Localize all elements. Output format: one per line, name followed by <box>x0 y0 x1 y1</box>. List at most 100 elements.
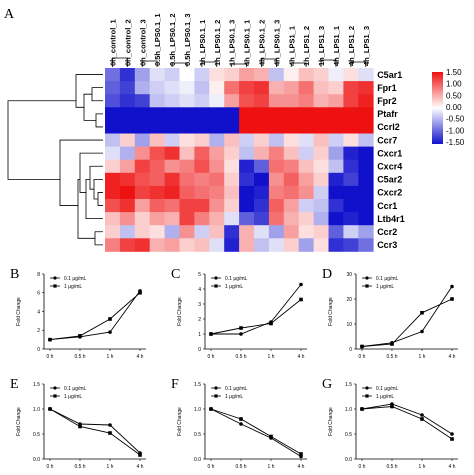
heatmap-cell <box>268 212 285 226</box>
y-tick-label: 3 <box>198 302 201 308</box>
data-point <box>450 284 454 289</box>
heatmap-cell <box>179 81 195 95</box>
heatmap-cell <box>283 212 300 226</box>
x-tick-label: 0 h <box>208 354 215 360</box>
dendrogram-branch <box>97 192 103 206</box>
heatmap-cell <box>239 212 255 226</box>
line-chart-f: F 0.0 0.5 1.0 1.5 0 h 0.5 h 1 h 4 h Fold Change 0.… <box>171 377 307 470</box>
heatmap-cell <box>119 68 136 82</box>
heatmap-cell <box>224 185 240 200</box>
heatmap-cell <box>105 120 121 134</box>
x-tick-label: 0 h <box>47 464 54 470</box>
colorbar-label: -0.50 <box>446 115 465 124</box>
heatmap-cell <box>209 94 225 108</box>
heatmap-cell <box>239 133 255 147</box>
legend-label: 0.1 μg/mL <box>225 386 248 392</box>
column-label: 4h_LPS1_1 <box>332 26 341 66</box>
heatmap-cell <box>119 199 136 213</box>
heatmap-cell <box>343 68 359 82</box>
column-label: 0.5h_LPS0.1_2 <box>168 13 177 66</box>
heatmap-cell <box>194 68 210 82</box>
heatmap-cell <box>164 159 180 174</box>
heatmap-cell <box>134 238 151 252</box>
data-point <box>360 344 364 349</box>
y-tick-label: 0.0 <box>194 457 201 463</box>
heatmap-cell <box>283 199 300 213</box>
heatmap-cell <box>254 238 270 252</box>
x-tick-label: 4 h <box>137 464 144 470</box>
heatmap-cell <box>224 94 240 108</box>
series-line <box>210 299 302 335</box>
y-tick-label: 6 <box>37 291 40 297</box>
data-point <box>420 417 424 421</box>
heatmap-cell <box>358 94 374 108</box>
heatmap-cell <box>328 212 344 226</box>
heatmap-cell <box>328 107 344 121</box>
heatmap-cell <box>313 185 329 200</box>
heatmap-cell <box>209 146 225 161</box>
heatmap-cell <box>328 238 344 252</box>
heatmap-cell <box>358 212 374 226</box>
heatmap-cell <box>239 199 255 213</box>
series-line <box>49 408 141 456</box>
data-point <box>78 424 82 429</box>
heatmap-cell <box>119 185 136 200</box>
column-dendrogram <box>112 57 367 67</box>
heatmap-cell <box>283 185 300 200</box>
heatmap-cell <box>343 172 359 187</box>
heatmap-cell <box>358 81 374 95</box>
heatmap-cell <box>313 225 329 239</box>
heatmap-cell <box>224 225 240 239</box>
dendrogram-branch <box>77 178 95 239</box>
legend-label: 0.1 μg/mL <box>376 276 399 282</box>
line-chart-d: D 0 10 20 30 0 h 0.5 h 1 h 4 h Fold Change 0.1 μg/… <box>322 267 458 360</box>
x-tick-label: 0.5 h <box>235 354 246 360</box>
panel-letter: F <box>171 377 179 392</box>
column-labels: 0h_control_1 0h_control_2 0h_control_3 0.5h… <box>108 13 370 66</box>
heatmap-cell <box>209 68 225 82</box>
series-line <box>49 292 141 341</box>
row-label: Ccrl2 <box>377 122 400 132</box>
heatmap-cell <box>194 172 210 187</box>
series-line <box>361 286 453 347</box>
heatmap-cell <box>119 172 136 187</box>
heatmap-cell <box>328 68 344 82</box>
data-point <box>239 332 243 336</box>
heatmap-cell <box>134 133 151 147</box>
y-tick-label: 0.0 <box>33 457 40 463</box>
x-tick-label: 0 h <box>359 354 366 360</box>
heatmap-cell <box>179 185 195 200</box>
column-label: 4h_LPS0.1_2 <box>257 20 266 66</box>
heatmap-cell <box>298 107 314 121</box>
line-chart-e: E 0.0 0.5 1.0 1.5 0 h 0.5 h 1 h 4 h Fold Change 0.… <box>10 377 146 470</box>
series-line <box>361 403 453 435</box>
legend-label: 1 μg/mL <box>64 394 82 400</box>
heatmap-cell <box>328 94 344 108</box>
heatmap-cell <box>313 68 329 82</box>
column-label: 4h_LPS1_1 <box>287 26 296 66</box>
y-tick-label: 2 <box>198 317 201 323</box>
data-point <box>138 453 142 457</box>
heatmap-cell <box>328 199 344 213</box>
heatmap-cell <box>343 81 359 95</box>
legend-label: 1 μg/mL <box>225 284 243 290</box>
heatmap-cell <box>119 212 136 226</box>
heatmap-cell <box>119 120 136 134</box>
heatmap-cell <box>105 212 121 226</box>
heatmap-cell <box>343 94 359 108</box>
legend-marker <box>365 276 369 280</box>
x-tick-label: 1 h <box>107 354 114 360</box>
colorbar-label: 1.50 <box>446 68 462 77</box>
heatmap-cell <box>149 81 165 95</box>
x-tick-label: 0 h <box>208 464 215 470</box>
y-tick-label: 1.5 <box>345 382 352 388</box>
heatmap-cell <box>194 185 210 200</box>
y-tick-label: 0.5 <box>33 432 40 438</box>
heatmap-cell <box>358 238 374 252</box>
series-line <box>361 406 453 440</box>
legend-label: 0.1 μg/mL <box>376 386 399 392</box>
dendrogram-branch <box>59 139 103 206</box>
heatmap-cell <box>164 199 180 213</box>
heatmap-cell <box>254 107 270 121</box>
heatmap-cells <box>105 68 374 252</box>
